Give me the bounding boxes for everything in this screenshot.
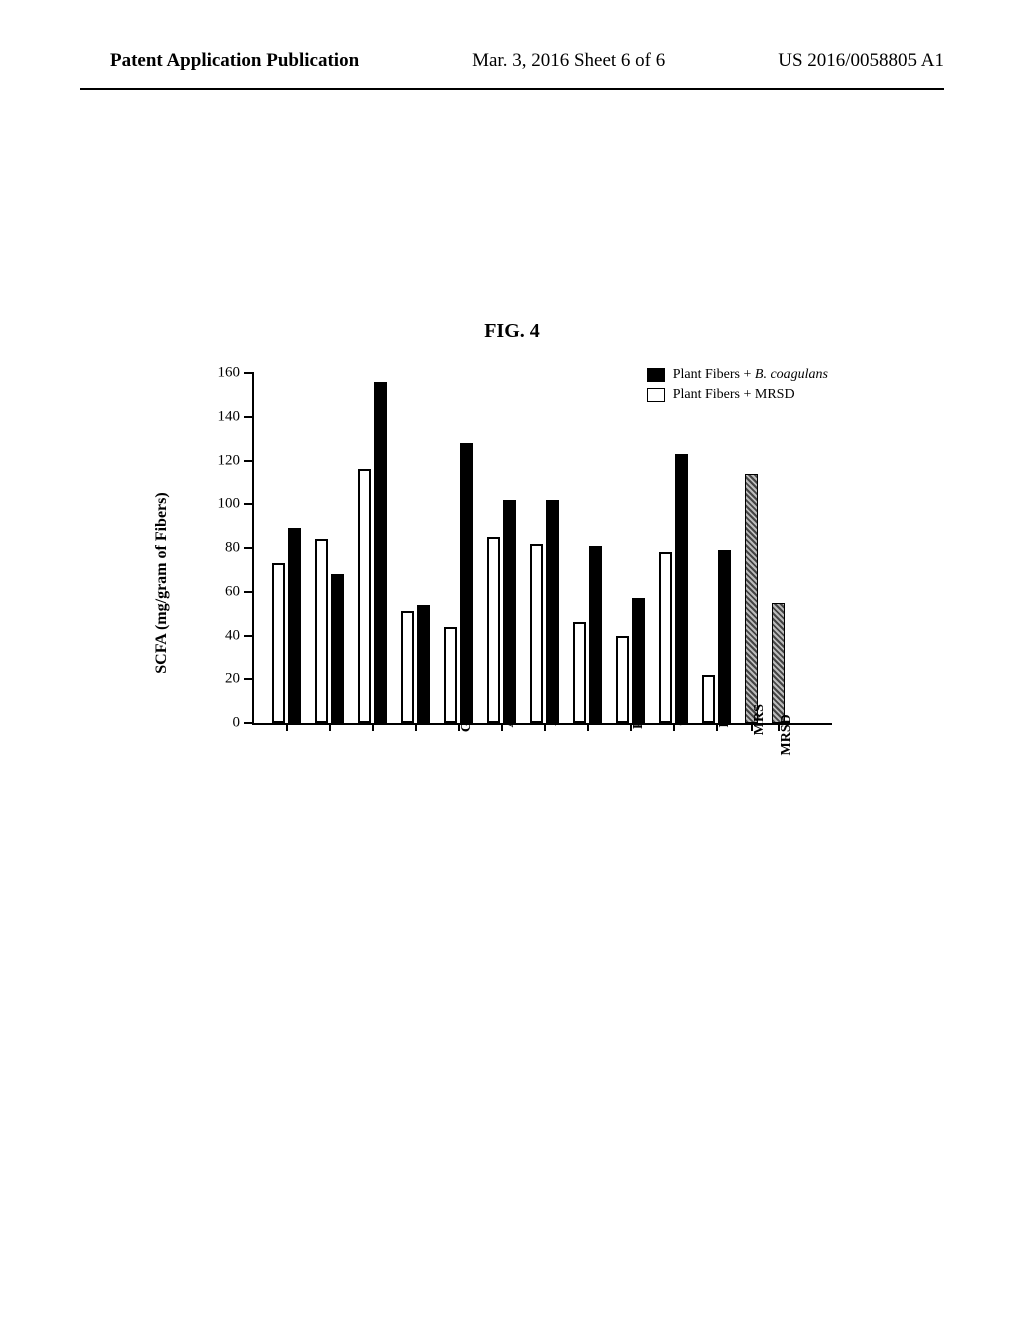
bar-mrsd [444,627,457,723]
y-tick [244,460,254,462]
x-label: FOS [717,673,733,733]
bar-mrsd [487,537,500,723]
header-left: Patent Application Publication [110,50,359,72]
x-label: PHF [631,673,647,733]
header-right: US 2016/0058805 A1 [778,50,944,72]
x-label: ASF [545,673,561,733]
bar-mrsd [358,469,371,723]
bar-mrsd [530,544,543,723]
header-rule [80,88,944,90]
y-tick-label: 60 [200,583,240,600]
bar-mrsd [702,675,715,723]
x-label: AFF [502,673,518,733]
bar-mrsd [401,611,414,723]
x-label: CSF [674,673,690,733]
x-label: LSF [330,673,346,733]
x-label: MRS [752,673,768,733]
plot-area: Plant Fibers + B. coagulans Plant Fibers… [252,373,832,725]
bar-bcoagulans [374,382,387,723]
figure-title: FIG. 4 [0,320,1024,343]
y-tick-label: 140 [200,408,240,425]
y-tick [244,416,254,418]
x-label: GRF [459,673,475,733]
y-tick [244,591,254,593]
x-label: AIF [588,673,604,733]
bar-mrsd [659,552,672,723]
bar-mrsd [315,539,328,723]
y-tick [244,722,254,724]
bars-container: FSFLSFFSFCFGRFAFFASFAIFPHFCSFFOSMRSMRSD [254,373,832,723]
x-label: MRSD [779,673,795,733]
y-tick [244,503,254,505]
header-center: Mar. 3, 2016 Sheet 6 of 6 [472,50,665,72]
y-tick-label: 160 [200,365,240,382]
y-axis-label: SCFA (mg/gram of Fibers) [153,492,171,673]
y-tick [244,678,254,680]
y-tick [244,372,254,374]
y-tick-label: 120 [200,452,240,469]
bar-mrsd [616,636,629,724]
scfa-bar-chart: SCFA (mg/gram of Fibers) Plant Fibers + … [192,373,832,793]
y-tick-label: 0 [200,715,240,732]
bar-mrsd [573,622,586,723]
y-tick-label: 100 [200,496,240,513]
x-label: FSF [287,673,303,733]
page-header: Patent Application Publication Mar. 3, 2… [0,0,1024,82]
bar-mrsd [272,563,285,723]
x-label: FSF [373,673,389,733]
x-label: CF [416,673,432,733]
y-tick-label: 80 [200,540,240,557]
y-tick-label: 40 [200,627,240,644]
y-tick [244,547,254,549]
y-tick-label: 20 [200,671,240,688]
y-tick [244,635,254,637]
